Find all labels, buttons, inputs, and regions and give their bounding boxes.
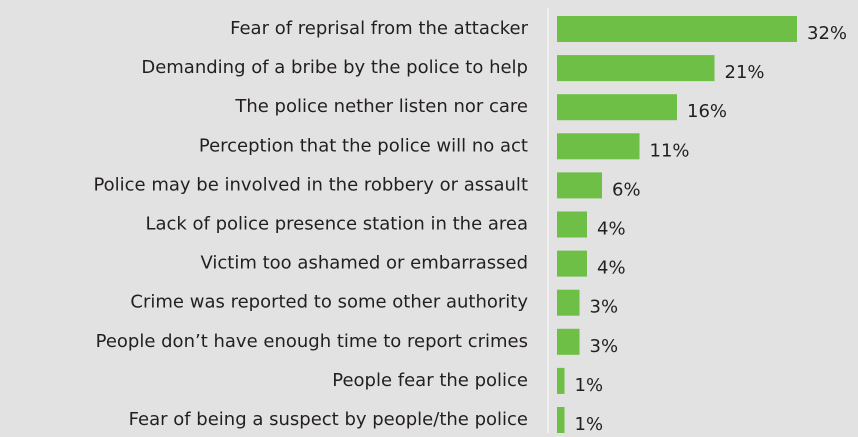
bar	[557, 328, 580, 355]
bar	[557, 133, 640, 160]
category-label: Crime was reported to some other authori…	[130, 292, 528, 313]
value-label: 6%	[612, 179, 641, 200]
category-label: Fear of reprisal from the attacker	[230, 18, 529, 39]
value-label: 3%	[590, 336, 619, 357]
bar	[557, 16, 797, 42]
bar	[557, 367, 565, 394]
category-label: The police nether listen nor care	[234, 96, 528, 117]
value-label: 1%	[575, 375, 604, 396]
value-label: 16%	[687, 101, 727, 122]
value-label: 32%	[807, 23, 847, 44]
bar	[557, 172, 602, 199]
bar	[557, 211, 587, 238]
category-label: Victim too ashamed or embarrassed	[200, 253, 528, 274]
category-label: Police may be involved in the robbery or…	[93, 174, 528, 195]
value-label: 11%	[650, 140, 690, 161]
value-label: 21%	[725, 62, 765, 83]
category-label: Fear of being a suspect by people/the po…	[129, 409, 528, 430]
category-label: Lack of police presence station in the a…	[145, 214, 528, 235]
value-label: 4%	[597, 258, 626, 279]
value-label: 1%	[575, 414, 604, 433]
bar	[557, 94, 677, 121]
bar	[557, 55, 715, 82]
value-label: 3%	[590, 297, 619, 318]
bar	[557, 289, 580, 316]
category-label: Demanding of a bribe by the police to he…	[141, 57, 528, 78]
bar	[557, 407, 565, 433]
category-label: Perception that the police will no act	[199, 135, 528, 156]
bar	[557, 250, 587, 277]
category-label: People don’t have enough time to report …	[96, 331, 528, 352]
value-label: 4%	[597, 219, 626, 240]
category-label: People fear the police	[332, 370, 528, 391]
